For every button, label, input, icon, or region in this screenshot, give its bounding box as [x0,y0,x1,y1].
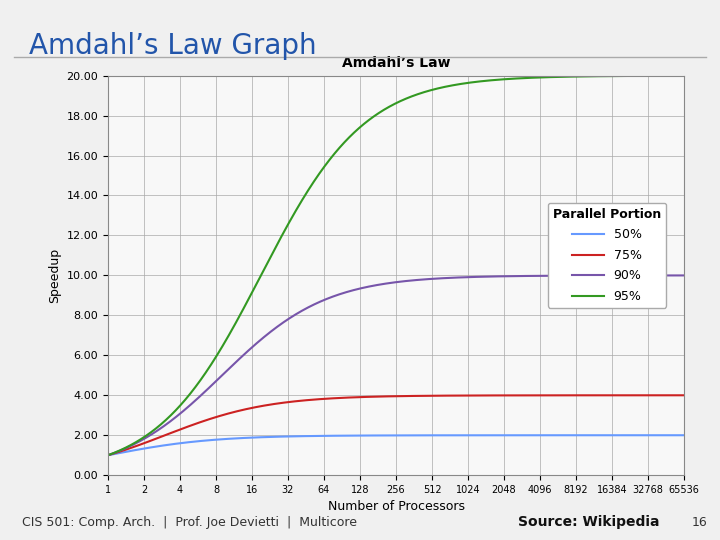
90% [104,452,112,458]
75% [369,394,377,400]
Line: 95%: 95% [108,76,684,455]
50% [663,432,672,438]
75% [133,442,142,449]
95% [104,452,112,458]
75% [557,392,566,399]
95% [662,72,671,79]
90% [662,272,671,279]
50% [369,432,377,438]
95% [680,72,688,79]
50% [680,432,688,438]
90% [369,282,377,289]
75% [680,392,688,399]
Line: 50%: 50% [108,435,684,455]
50% [104,452,112,458]
Line: 75%: 75% [108,395,684,455]
50% [384,432,392,438]
75% [663,392,672,399]
90% [557,273,566,279]
95% [557,73,566,80]
90% [133,439,142,446]
75% [384,393,392,400]
75% [104,452,112,458]
Legend: 50%, 75%, 90%, 95%: 50%, 75%, 90%, 95% [548,203,666,308]
90% [680,272,688,279]
95% [663,72,672,79]
Title: Amdahl’s Law: Amdahl’s Law [342,56,450,70]
50% [662,432,671,438]
Text: CIS 501: Comp. Arch.  |  Prof. Joe Devietti  |  Multicore: CIS 501: Comp. Arch. | Prof. Joe Deviett… [22,516,356,529]
X-axis label: Number of Processors: Number of Processors [328,501,464,514]
Text: Amdahl’s Law Graph: Amdahl’s Law Graph [29,32,316,60]
95% [384,104,392,111]
95% [369,114,377,120]
50% [133,447,142,453]
90% [384,280,392,287]
Line: 90%: 90% [108,275,684,455]
Text: 16: 16 [691,516,707,529]
Text: Source: Wikipedia: Source: Wikipedia [518,515,660,529]
50% [557,432,566,438]
95% [133,438,142,444]
Y-axis label: Speedup: Speedup [48,248,61,303]
90% [663,272,672,279]
75% [662,392,671,399]
